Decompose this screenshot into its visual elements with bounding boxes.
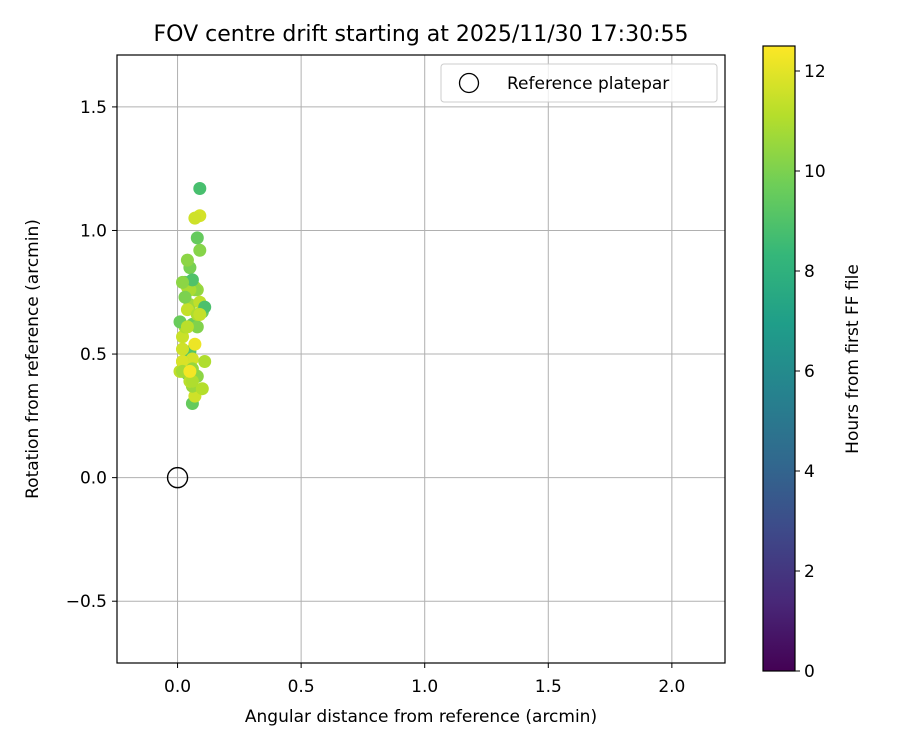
legend: Reference platepar bbox=[440, 63, 718, 103]
data-point bbox=[190, 231, 204, 245]
data-point bbox=[193, 308, 207, 321]
legend-reference-icon bbox=[458, 72, 480, 94]
x-tick-label: 1.0 bbox=[411, 677, 438, 697]
colorbar-label: Hours from first FF file bbox=[843, 264, 863, 454]
colorbar-tick-label: 0 bbox=[804, 662, 815, 682]
data-point bbox=[193, 243, 207, 257]
colorbar-tick-label: 2 bbox=[804, 562, 815, 582]
data-point bbox=[193, 182, 207, 195]
data-point bbox=[180, 303, 194, 317]
data-points bbox=[173, 182, 212, 410]
colorbar-tick-label: 4 bbox=[804, 462, 815, 482]
plot-frame bbox=[116, 54, 726, 664]
x-tick-label: 0.0 bbox=[164, 677, 191, 697]
colorbar-gradient bbox=[762, 45, 796, 672]
data-point bbox=[178, 290, 192, 304]
y-tick-label: 0.0 bbox=[80, 469, 107, 489]
reference-marker bbox=[166, 466, 189, 489]
y-tick-label: −0.5 bbox=[66, 592, 107, 612]
y-tick-label: 1.5 bbox=[80, 98, 107, 118]
x-tick-label: 0.5 bbox=[288, 677, 315, 697]
data-point bbox=[185, 352, 199, 366]
data-point bbox=[198, 355, 212, 368]
legend-entry-reference: Reference platepar bbox=[507, 74, 669, 94]
data-point bbox=[188, 337, 202, 351]
colorbar-tick-label: 6 bbox=[804, 362, 815, 382]
data-point bbox=[195, 382, 209, 396]
colorbar-tick-label: 12 bbox=[804, 62, 826, 82]
grid bbox=[117, 55, 725, 663]
colorbar-tick-label: 10 bbox=[804, 162, 826, 182]
y-axis-label: Rotation from reference (arcmin) bbox=[23, 219, 43, 499]
legend-box bbox=[440, 63, 718, 103]
x-axis-ticks: 0.0 0.5 1.0 1.5 2.0 bbox=[164, 663, 685, 697]
y-tick-label: 1.0 bbox=[80, 221, 107, 241]
data-point bbox=[176, 330, 189, 344]
data-point bbox=[176, 355, 189, 368]
data-point bbox=[180, 253, 194, 267]
data-point bbox=[176, 342, 189, 356]
data-point bbox=[190, 320, 204, 334]
x-tick-label: 1.5 bbox=[535, 677, 562, 697]
data-point bbox=[185, 374, 199, 388]
data-point bbox=[185, 273, 199, 287]
data-point bbox=[188, 211, 202, 225]
colorbar: 0 2 4 6 8 10 12 Hours from first FF file bbox=[762, 45, 863, 682]
reference-platepar-marker bbox=[166, 466, 189, 489]
y-axis-ticks: −0.5 0.0 0.5 1.0 1.5 bbox=[66, 98, 117, 612]
data-point bbox=[176, 275, 189, 289]
y-tick-label: 0.5 bbox=[80, 345, 107, 365]
x-tick-label: 2.0 bbox=[658, 677, 685, 697]
colorbar-tick-label: 8 bbox=[804, 262, 815, 282]
x-axis-label: Angular distance from reference (arcmin) bbox=[245, 707, 597, 727]
data-point bbox=[180, 320, 194, 334]
data-point bbox=[183, 364, 197, 378]
colorbar-ticks: 0 2 4 6 8 10 12 bbox=[795, 62, 826, 682]
chart-title: FOV centre drift starting at 2025/11/30 … bbox=[154, 22, 689, 47]
